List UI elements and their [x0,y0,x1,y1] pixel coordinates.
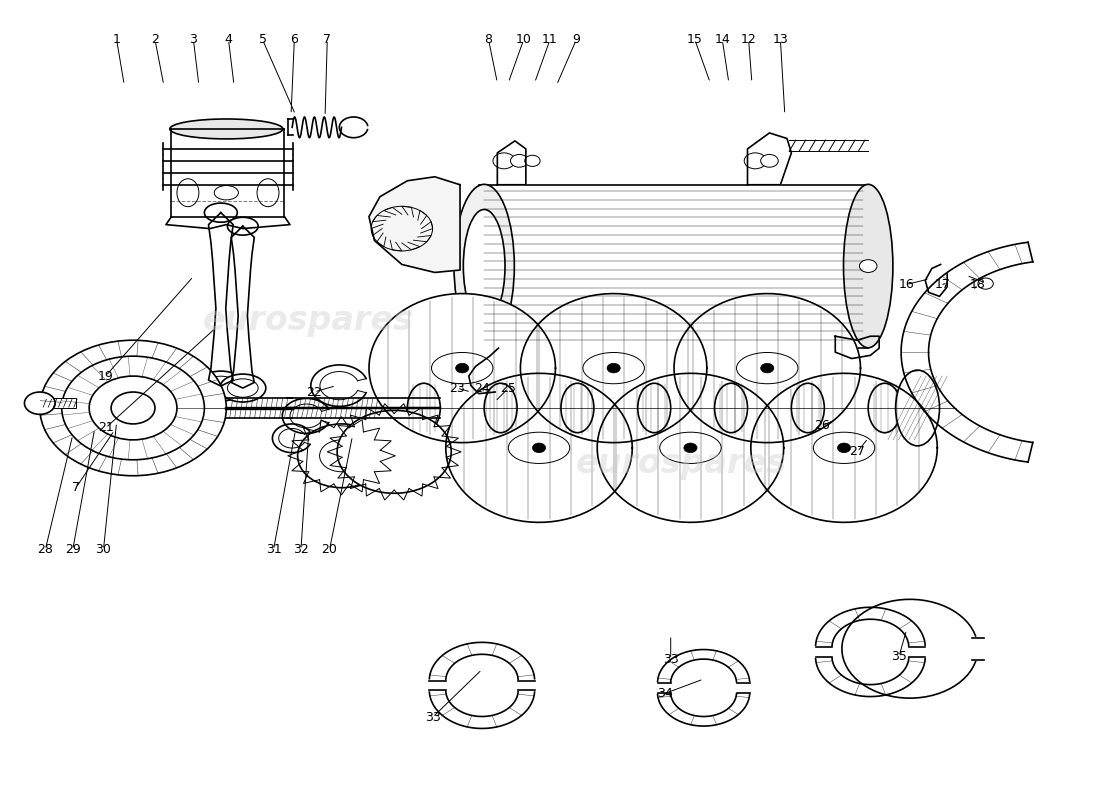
Ellipse shape [214,186,239,200]
Circle shape [24,392,55,414]
Text: 9: 9 [572,33,581,46]
Ellipse shape [561,383,594,433]
Circle shape [510,154,528,167]
Text: 18: 18 [970,278,986,291]
Text: 14: 14 [714,33,730,46]
Text: 17: 17 [935,278,950,291]
Ellipse shape [463,210,505,322]
Ellipse shape [715,383,748,433]
Text: 30: 30 [96,543,111,556]
Polygon shape [368,294,556,442]
Ellipse shape [844,184,893,348]
Ellipse shape [813,432,874,463]
Polygon shape [368,177,460,273]
Text: 29: 29 [65,543,80,556]
Text: 7: 7 [323,33,331,46]
Ellipse shape [431,353,493,384]
Circle shape [761,363,773,373]
Circle shape [684,443,697,453]
Text: 8: 8 [485,33,493,46]
Circle shape [837,443,850,453]
Ellipse shape [205,203,238,222]
Text: eurospares: eurospares [204,304,414,337]
Text: 22: 22 [306,386,322,398]
Ellipse shape [454,184,515,348]
Polygon shape [520,294,707,442]
Text: eurospares: eurospares [576,447,788,480]
Circle shape [455,363,469,373]
Circle shape [40,340,227,476]
Text: 26: 26 [814,419,830,432]
Text: 1: 1 [112,33,121,46]
Ellipse shape [895,370,939,446]
Polygon shape [748,133,791,185]
Ellipse shape [205,376,238,396]
Polygon shape [674,294,860,442]
Text: 7: 7 [72,481,80,494]
Text: 31: 31 [265,543,282,556]
Circle shape [337,410,451,494]
Text: 13: 13 [772,33,789,46]
Circle shape [978,278,993,289]
Text: 6: 6 [290,33,298,46]
Ellipse shape [791,383,824,433]
Polygon shape [446,374,632,522]
Circle shape [761,154,778,167]
Polygon shape [209,213,233,386]
Circle shape [89,376,177,440]
Ellipse shape [484,383,517,433]
Text: 4: 4 [224,33,232,46]
Text: 19: 19 [98,370,113,382]
Text: 2: 2 [151,33,158,46]
FancyBboxPatch shape [478,185,868,348]
Ellipse shape [228,379,258,398]
Text: 24: 24 [474,382,490,394]
Ellipse shape [196,371,245,401]
Text: 16: 16 [899,278,914,291]
Text: 35: 35 [891,650,906,663]
Text: 33: 33 [663,653,679,666]
Text: 15: 15 [686,33,703,46]
Circle shape [298,424,385,488]
Circle shape [62,356,205,460]
Text: 28: 28 [37,543,53,556]
Ellipse shape [228,218,258,235]
Ellipse shape [169,119,283,139]
Text: 3: 3 [189,33,197,46]
Ellipse shape [638,383,671,433]
Text: 21: 21 [98,422,113,434]
Text: 20: 20 [321,543,338,556]
Circle shape [745,153,767,169]
Text: 32: 32 [293,543,309,556]
Polygon shape [597,374,783,522]
Polygon shape [497,141,526,185]
Text: 23: 23 [449,382,464,394]
Ellipse shape [340,425,360,442]
Ellipse shape [737,353,797,384]
Polygon shape [231,226,254,388]
Text: 33: 33 [425,710,440,724]
Circle shape [525,155,540,166]
Circle shape [532,443,546,453]
Circle shape [493,153,515,169]
Ellipse shape [456,375,481,390]
Circle shape [859,260,877,273]
Ellipse shape [868,383,901,433]
Ellipse shape [220,374,266,402]
Ellipse shape [508,432,570,463]
Polygon shape [751,374,937,522]
Text: 25: 25 [500,382,516,394]
Text: 10: 10 [516,33,531,46]
FancyBboxPatch shape [43,398,76,408]
Text: 12: 12 [740,33,757,46]
Ellipse shape [583,353,645,384]
Ellipse shape [660,432,722,463]
Text: 34: 34 [658,687,673,700]
Circle shape [607,363,620,373]
Ellipse shape [407,383,440,433]
Text: 11: 11 [542,33,558,46]
Text: 5: 5 [258,33,266,46]
Text: 27: 27 [849,446,866,458]
